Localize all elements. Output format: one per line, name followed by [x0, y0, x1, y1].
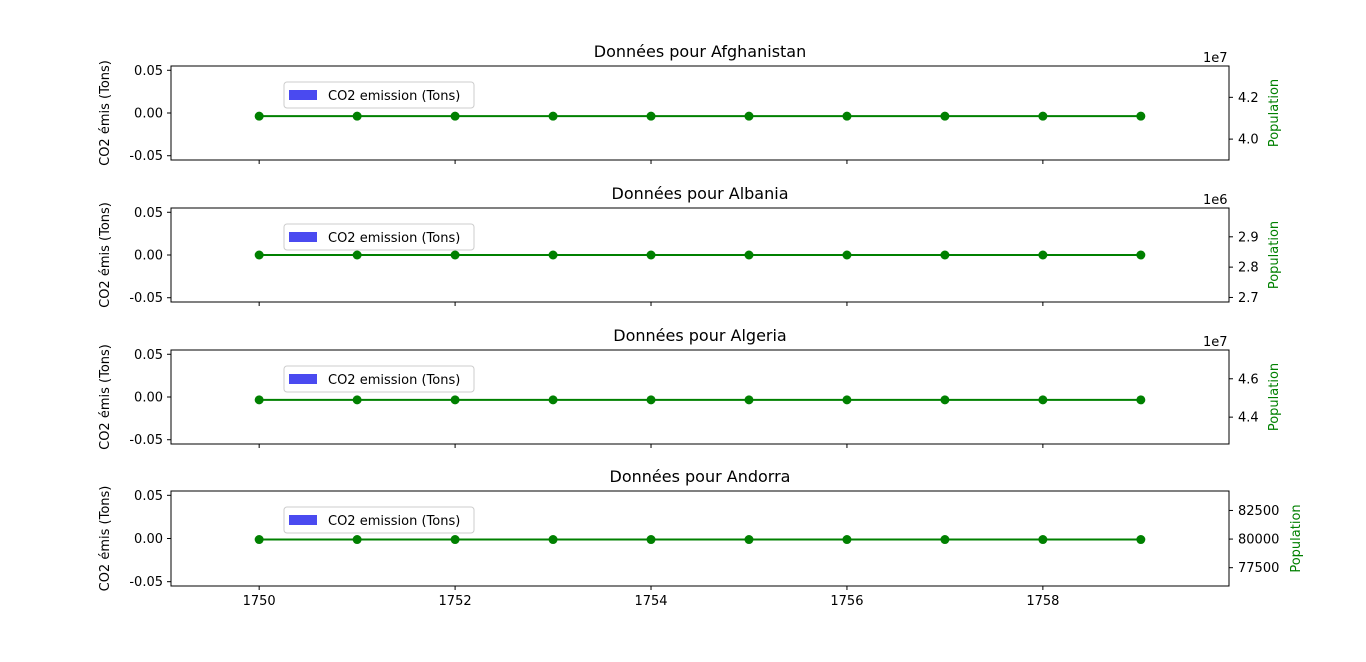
- y2-axis-label: Population: [1267, 363, 1282, 431]
- legend-label: CO2 emission (Tons): [328, 514, 460, 529]
- population-point: [1038, 250, 1048, 260]
- population-point: [548, 535, 558, 545]
- y2-offset-text: 1e7: [1203, 335, 1228, 350]
- population-point: [744, 395, 754, 405]
- y2-tick-label: 82500: [1238, 504, 1279, 519]
- axes-frame: [170, 349, 1230, 445]
- population-point: [450, 111, 460, 121]
- y-axis-label: CO2 émis (Tons): [98, 202, 113, 308]
- x-tick-label: 1752: [439, 594, 472, 609]
- y-tick-label: 0.00: [134, 107, 163, 122]
- population-point: [450, 395, 460, 405]
- legend-swatch: [289, 232, 317, 242]
- y-tick-label: 0.05: [134, 64, 163, 79]
- population-point: [254, 535, 264, 545]
- population-point: [744, 535, 754, 545]
- y2-tick-label: 2.8: [1238, 261, 1259, 276]
- legend-box: [283, 81, 475, 109]
- population-point: [1136, 111, 1146, 121]
- population-point: [450, 250, 460, 260]
- population-point: [1038, 111, 1048, 121]
- y2-offset-text: 1e6: [1203, 193, 1228, 208]
- population-point: [352, 395, 362, 405]
- y2-axis-label: Population: [1267, 79, 1282, 147]
- population-point: [450, 535, 460, 545]
- y-tick-label: -0.05: [129, 149, 163, 164]
- y2-axis-label: Population: [1289, 504, 1304, 572]
- population-point: [1136, 535, 1146, 545]
- legend-label: CO2 emission (Tons): [328, 373, 460, 388]
- legend-label: CO2 emission (Tons): [328, 231, 460, 246]
- y-tick-label: 0.00: [134, 532, 163, 547]
- population-point: [842, 535, 852, 545]
- population-point: [940, 111, 950, 121]
- x-tick-label: 1750: [243, 594, 276, 609]
- y-tick-label: -0.05: [129, 433, 163, 448]
- legend-swatch: [289, 515, 317, 525]
- population-point: [842, 111, 852, 121]
- population-point: [940, 535, 950, 545]
- y-tick-label: 0.05: [134, 489, 163, 504]
- legend-box: [283, 223, 475, 251]
- population-point: [352, 535, 362, 545]
- population-point: [548, 250, 558, 260]
- population-point: [254, 111, 264, 121]
- legend-swatch: [289, 90, 317, 100]
- y-tick-label: -0.05: [129, 291, 163, 306]
- chart-title: Données pour Albania: [612, 184, 789, 203]
- population-point: [842, 395, 852, 405]
- population-point: [646, 535, 656, 545]
- y-tick-label: 0.05: [134, 206, 163, 221]
- population-point: [646, 395, 656, 405]
- y-tick-label: 0.00: [134, 249, 163, 264]
- y2-tick-label: 4.6: [1238, 372, 1259, 387]
- population-point: [548, 395, 558, 405]
- legend-box: [283, 506, 475, 534]
- x-tick-label: 1754: [634, 594, 667, 609]
- y2-tick-label: 4.2: [1238, 91, 1259, 106]
- y2-tick-label: 80000: [1238, 533, 1279, 548]
- chart-title: Données pour Afghanistan: [594, 42, 807, 61]
- chart-title: Données pour Algeria: [613, 326, 786, 345]
- population-point: [646, 111, 656, 121]
- legend-swatch: [289, 374, 317, 384]
- y-tick-label: 0.05: [134, 348, 163, 363]
- population-point: [254, 395, 264, 405]
- x-tick-label: 1758: [1026, 594, 1059, 609]
- legend-label: CO2 emission (Tons): [328, 89, 460, 104]
- legend-box: [283, 365, 475, 393]
- y2-tick-label: 2.7: [1238, 291, 1259, 306]
- population-point: [352, 111, 362, 121]
- population-point: [842, 250, 852, 260]
- y2-tick-label: 2.9: [1238, 230, 1259, 245]
- y-axis-label: CO2 émis (Tons): [98, 486, 113, 592]
- chart-title: Données pour Andorra: [610, 467, 791, 486]
- population-point: [940, 395, 950, 405]
- axes-frame: [170, 490, 1230, 587]
- population-point: [254, 250, 264, 260]
- population-point: [744, 111, 754, 121]
- population-point: [1038, 535, 1048, 545]
- population-point: [940, 250, 950, 260]
- population-point: [1136, 250, 1146, 260]
- population-point: [646, 250, 656, 260]
- y2-offset-text: 1e7: [1203, 51, 1228, 66]
- y2-tick-label: 4.0: [1238, 133, 1259, 148]
- axes-frame: [170, 65, 1230, 161]
- y-axis-label: CO2 émis (Tons): [98, 344, 113, 450]
- population-point: [548, 111, 558, 121]
- y2-axis-label: Population: [1267, 221, 1282, 289]
- x-tick-label: 1756: [830, 594, 863, 609]
- population-point: [352, 250, 362, 260]
- y2-tick-label: 4.4: [1238, 411, 1259, 426]
- population-point: [1136, 395, 1146, 405]
- y-tick-label: 0.00: [134, 391, 163, 406]
- y-tick-label: -0.05: [129, 575, 163, 590]
- population-point: [744, 250, 754, 260]
- y2-tick-label: 77500: [1238, 561, 1279, 576]
- y-axis-label: CO2 émis (Tons): [98, 60, 113, 166]
- population-point: [1038, 395, 1048, 405]
